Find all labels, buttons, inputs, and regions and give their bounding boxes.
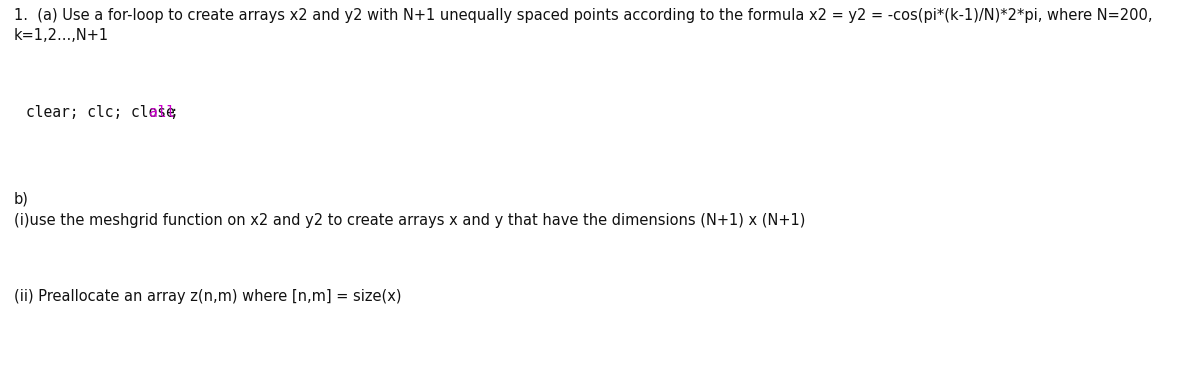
Text: ;: ; bbox=[169, 105, 178, 120]
Text: b): b) bbox=[14, 192, 29, 207]
Text: (i)use the meshgrid function on x2 and y2 to create arrays x and y that have the: (i)use the meshgrid function on x2 and y… bbox=[14, 213, 805, 228]
Text: k=1,2...,N+1: k=1,2...,N+1 bbox=[14, 28, 109, 43]
Text: 1.  (a) Use a for-loop to create arrays x2 and y2 with N+1 unequally spaced poin: 1. (a) Use a for-loop to create arrays x… bbox=[14, 8, 1152, 23]
Text: (ii) Preallocate an array z(n,m) where [n,m] = size(x): (ii) Preallocate an array z(n,m) where [… bbox=[14, 289, 402, 304]
Text: clear; clc; close: clear; clc; close bbox=[26, 105, 184, 120]
Text: all: all bbox=[150, 105, 175, 120]
